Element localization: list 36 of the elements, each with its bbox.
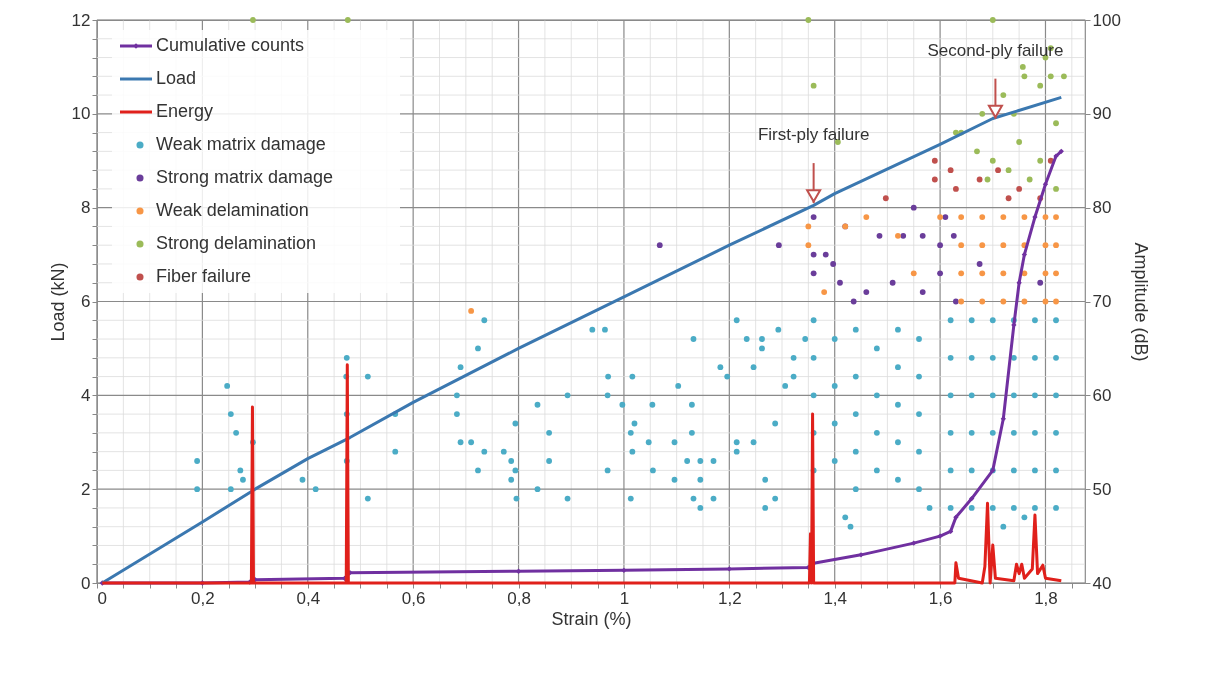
y2-tick-label: 80 — [1092, 198, 1112, 218]
annotation: First-ply failure — [757, 125, 870, 145]
x-tick-label: 1,8 — [1034, 588, 1058, 608]
y-tick-label: 2 — [81, 479, 91, 499]
y-tick-label: 12 — [71, 10, 91, 30]
x-tick-label: 1 — [619, 588, 630, 608]
y2-tick-label: 50 — [1092, 479, 1112, 499]
x-tick-label: 1,4 — [823, 588, 848, 608]
legend-label: Strong matrix damage — [156, 167, 334, 187]
y2-axis-title: Amplitude (dB) — [1130, 242, 1151, 362]
y-tick-label: 4 — [81, 385, 91, 405]
y2-tick-label: 90 — [1092, 104, 1112, 124]
y2-tick-label: 40 — [1092, 573, 1112, 593]
legend-label: Fiber failure — [156, 266, 252, 286]
x-tick-label: 0,2 — [191, 588, 215, 608]
legend-label: Weak delamination — [156, 200, 309, 220]
y2-tick-label: 100 — [1092, 10, 1121, 30]
x-axis-title: Strain (%) — [551, 608, 632, 629]
y-tick-label: 8 — [81, 198, 91, 218]
x-tick-label: 1,6 — [928, 588, 953, 608]
y2-tick-label: 70 — [1092, 292, 1112, 311]
legend-label: Load — [156, 68, 197, 88]
x-tick-label: 0,6 — [401, 588, 426, 608]
y-tick-label: 0 — [81, 573, 91, 593]
x-tick-label: 0,4 — [296, 588, 321, 608]
x-tick-label: 0 — [97, 588, 107, 608]
legend-label: Cumulative counts — [156, 35, 305, 55]
x-tick-label: 0,8 — [507, 588, 531, 608]
y2-tick-label: 60 — [1092, 385, 1112, 405]
y-axis-title: Load (kN) — [47, 262, 68, 342]
y-tick-label: 6 — [81, 292, 91, 311]
x-tick-label: 1,2 — [718, 588, 742, 608]
legend-label: Energy — [156, 101, 214, 121]
legend-label: Weak matrix damage — [156, 134, 326, 154]
y-tick-label: 10 — [71, 104, 91, 124]
legend-label: Strong delamination — [156, 233, 317, 253]
